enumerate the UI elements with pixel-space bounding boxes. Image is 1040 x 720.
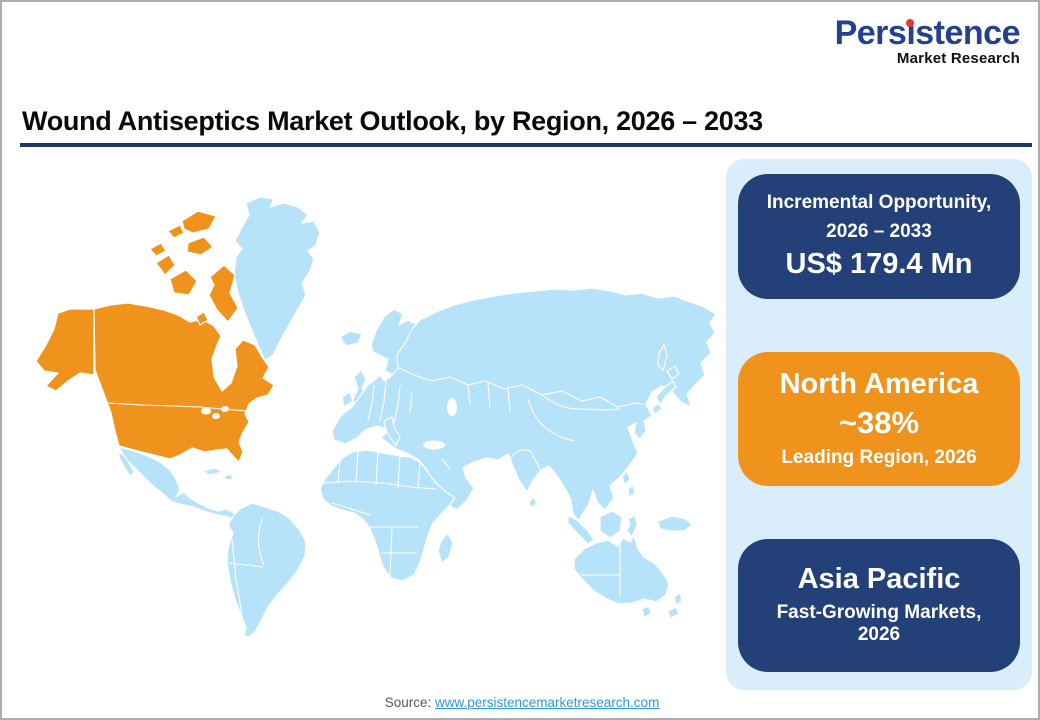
map-devon [186,236,214,256]
map-canada-usa [93,302,275,463]
map-italy [383,416,401,446]
north-america-share: ~38% [838,405,920,441]
north-america-caption: Leading Region, 2026 [781,446,977,468]
map-iceland [339,330,363,347]
map-africa [319,449,456,582]
map-alaska [35,308,95,392]
map-sumatra [567,514,595,545]
title-underline [20,143,1032,147]
map-borders [93,308,647,616]
map-philippines [621,470,636,498]
map-australia [573,535,670,605]
map-cuba [201,467,223,476]
map-victoria-island [169,269,198,296]
world-map [22,159,726,692]
page-title: Wound Antiseptics Market Outlook, by Reg… [22,106,763,136]
map-new-guinea [657,515,693,532]
map-japan-kyushu [651,402,663,415]
map-japan-hokkaido [666,365,680,380]
map-baffin [208,264,239,323]
map-arctic-small-1 [167,224,185,239]
card-incremental-opportunity: Incremental Opportunity, 2026 – 2033 US$… [738,174,1020,299]
asia-pacific-caption-line1: Fast-Growing Markets, [776,601,982,623]
source-line: Source: www.persistencemarketresearch.co… [2,695,1040,710]
map-greenland [233,196,321,362]
map-sri-lanka [528,497,537,508]
map-region-north-america [35,210,275,463]
map-mexico [118,446,239,520]
map-sakhalin [657,344,668,372]
incremental-opportunity-value: US$ 179.4 Mn [785,248,973,281]
brand-logo-subtitle: Market Research [896,50,1020,67]
incremental-opportunity-period: 2026 – 2033 [826,220,932,242]
incremental-opportunity-label: Incremental Opportunity, [766,192,992,214]
map-eurasia [331,287,717,522]
stats-panel: Incremental Opportunity, 2026 – 2033 US$… [726,159,1032,690]
map-sulawesi [626,514,638,538]
map-tasmania [641,605,652,618]
map-new-zealand [667,592,683,619]
world-map-svg [35,196,717,638]
source-label: Source: [384,695,432,710]
card-asia-pacific: Asia Pacific Fast-Growing Markets, 2026 [738,539,1020,672]
map-southampton [195,311,209,326]
logo-red-dot-icon [905,19,914,27]
brand-logo-wordmark: Persıstence [834,14,1021,52]
asia-pacific-caption-line2: 2026 [857,624,901,646]
map-madagascar [437,532,454,564]
map-ellesmere [181,210,217,234]
source-link[interactable]: www.persistencemarketresearch.com [434,695,660,710]
north-america-title: North America [779,367,979,400]
brand-logo: Persıstence Market Research [834,14,1021,67]
map-hispaniola [223,473,234,481]
map-arctic-small-2 [149,242,167,257]
card-north-america: North America ~38% Leading Region, 2026 [738,352,1020,486]
asia-pacific-title: Asia Pacific [797,563,961,596]
map-ireland [341,391,354,408]
map-banks-island [155,254,176,276]
map-baja [117,452,135,477]
map-south-america [226,502,307,638]
map-land-group [117,196,717,638]
map-borneo [599,510,623,539]
